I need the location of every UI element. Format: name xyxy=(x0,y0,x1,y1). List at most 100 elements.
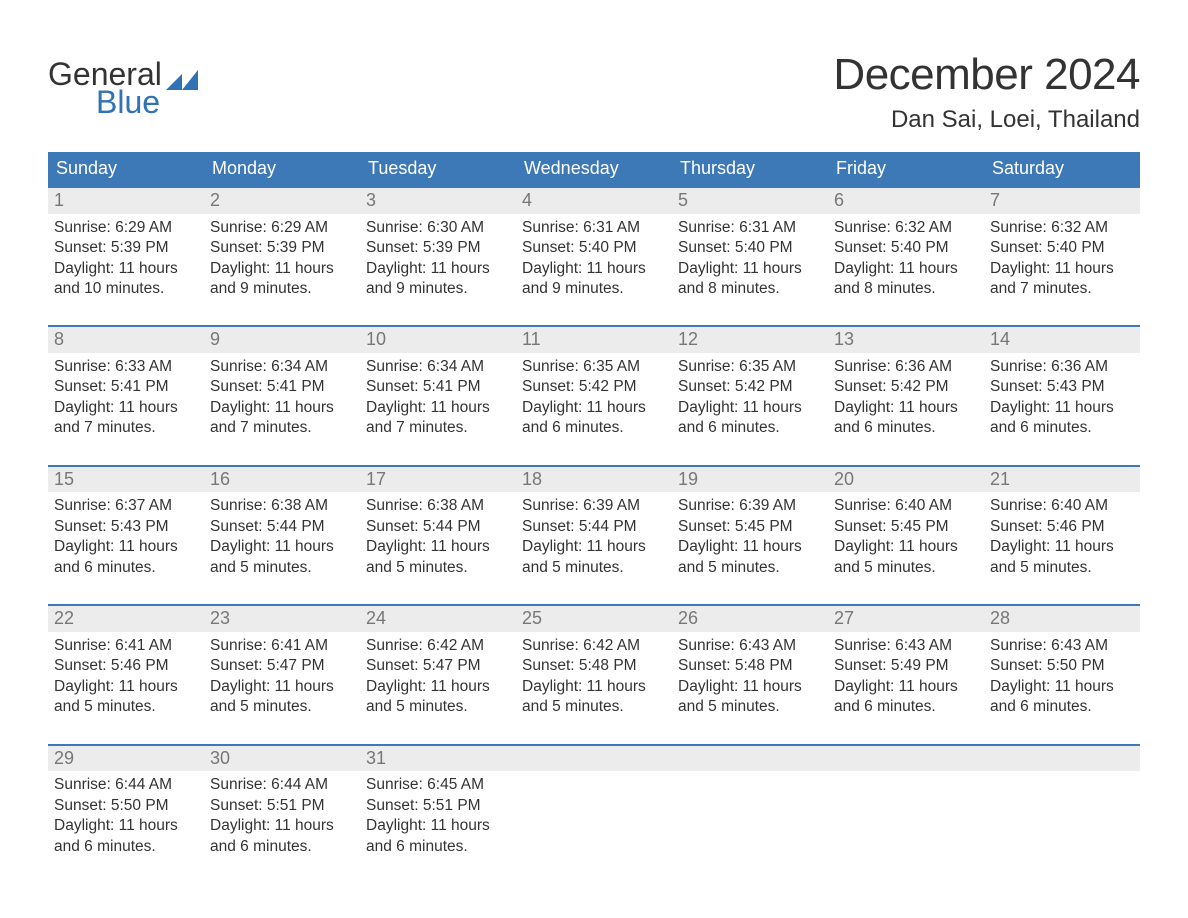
day-details: Sunrise: 6:43 AMSunset: 5:49 PMDaylight:… xyxy=(828,632,984,722)
sunset-text: Sunset: 5:42 PM xyxy=(678,377,822,397)
day-details: Sunrise: 6:35 AMSunset: 5:42 PMDaylight:… xyxy=(516,353,672,443)
calendar-day-cell: 11Sunrise: 6:35 AMSunset: 5:42 PMDayligh… xyxy=(516,327,672,442)
sunrise-text: Sunrise: 6:45 AM xyxy=(366,775,510,795)
day-details: Sunrise: 6:35 AMSunset: 5:42 PMDaylight:… xyxy=(672,353,828,443)
daylight-text-1: Daylight: 11 hours xyxy=(210,259,354,279)
sunset-text: Sunset: 5:43 PM xyxy=(54,517,198,537)
daylight-text-2: and 6 minutes. xyxy=(210,837,354,857)
day-number: 8 xyxy=(48,327,204,353)
calendar-week-row: 8Sunrise: 6:33 AMSunset: 5:41 PMDaylight… xyxy=(48,325,1140,442)
calendar-week-row: 22Sunrise: 6:41 AMSunset: 5:46 PMDayligh… xyxy=(48,604,1140,721)
calendar-day-cell: 20Sunrise: 6:40 AMSunset: 5:45 PMDayligh… xyxy=(828,467,984,582)
daylight-text-1: Daylight: 11 hours xyxy=(54,537,198,557)
location-subtitle: Dan Sai, Loei, Thailand xyxy=(833,106,1140,134)
page-title: December 2024 xyxy=(833,50,1140,100)
weekday-header-cell: Saturday xyxy=(984,152,1140,186)
sunset-text: Sunset: 5:39 PM xyxy=(366,238,510,258)
calendar-day-cell: 15Sunrise: 6:37 AMSunset: 5:43 PMDayligh… xyxy=(48,467,204,582)
calendar-day-cell: 1Sunrise: 6:29 AMSunset: 5:39 PMDaylight… xyxy=(48,188,204,303)
sunset-text: Sunset: 5:45 PM xyxy=(678,517,822,537)
day-number: 2 xyxy=(204,188,360,214)
daylight-text-2: and 6 minutes. xyxy=(834,418,978,438)
daylight-text-1: Daylight: 11 hours xyxy=(990,537,1134,557)
sunset-text: Sunset: 5:41 PM xyxy=(54,377,198,397)
day-details: Sunrise: 6:34 AMSunset: 5:41 PMDaylight:… xyxy=(360,353,516,443)
sunrise-text: Sunrise: 6:30 AM xyxy=(366,218,510,238)
day-details: Sunrise: 6:33 AMSunset: 5:41 PMDaylight:… xyxy=(48,353,204,443)
daylight-text-1: Daylight: 11 hours xyxy=(678,677,822,697)
calendar-day-cell: 19Sunrise: 6:39 AMSunset: 5:45 PMDayligh… xyxy=(672,467,828,582)
day-number: 27 xyxy=(828,606,984,632)
sunset-text: Sunset: 5:46 PM xyxy=(990,517,1134,537)
daylight-text-2: and 8 minutes. xyxy=(678,279,822,299)
calendar-day-cell: 18Sunrise: 6:39 AMSunset: 5:44 PMDayligh… xyxy=(516,467,672,582)
daylight-text-1: Daylight: 11 hours xyxy=(834,398,978,418)
day-details: Sunrise: 6:42 AMSunset: 5:48 PMDaylight:… xyxy=(516,632,672,722)
daylight-text-1: Daylight: 11 hours xyxy=(522,398,666,418)
day-number xyxy=(672,746,828,772)
daylight-text-2: and 5 minutes. xyxy=(54,697,198,717)
daylight-text-2: and 5 minutes. xyxy=(522,697,666,717)
calendar-day-cell: 30Sunrise: 6:44 AMSunset: 5:51 PMDayligh… xyxy=(204,746,360,861)
day-details: Sunrise: 6:34 AMSunset: 5:41 PMDaylight:… xyxy=(204,353,360,443)
brand-logo: General Blue xyxy=(48,50,198,118)
day-details: Sunrise: 6:43 AMSunset: 5:50 PMDaylight:… xyxy=(984,632,1140,722)
day-details: Sunrise: 6:37 AMSunset: 5:43 PMDaylight:… xyxy=(48,492,204,582)
day-details: Sunrise: 6:41 AMSunset: 5:47 PMDaylight:… xyxy=(204,632,360,722)
sunrise-text: Sunrise: 6:40 AM xyxy=(990,496,1134,516)
daylight-text-2: and 5 minutes. xyxy=(990,558,1134,578)
sunrise-text: Sunrise: 6:42 AM xyxy=(366,636,510,656)
calendar-week-row: 15Sunrise: 6:37 AMSunset: 5:43 PMDayligh… xyxy=(48,465,1140,582)
sunrise-text: Sunrise: 6:37 AM xyxy=(54,496,198,516)
day-number: 7 xyxy=(984,188,1140,214)
daylight-text-1: Daylight: 11 hours xyxy=(522,677,666,697)
day-details: Sunrise: 6:45 AMSunset: 5:51 PMDaylight:… xyxy=(360,771,516,861)
day-number: 17 xyxy=(360,467,516,493)
calendar-day-cell: 25Sunrise: 6:42 AMSunset: 5:48 PMDayligh… xyxy=(516,606,672,721)
calendar-day-empty xyxy=(984,746,1140,861)
calendar-day-cell: 31Sunrise: 6:45 AMSunset: 5:51 PMDayligh… xyxy=(360,746,516,861)
day-details: Sunrise: 6:44 AMSunset: 5:50 PMDaylight:… xyxy=(48,771,204,861)
calendar-day-cell: 23Sunrise: 6:41 AMSunset: 5:47 PMDayligh… xyxy=(204,606,360,721)
daylight-text-2: and 6 minutes. xyxy=(834,697,978,717)
daylight-text-2: and 7 minutes. xyxy=(54,418,198,438)
sunrise-text: Sunrise: 6:44 AM xyxy=(54,775,198,795)
day-details: Sunrise: 6:40 AMSunset: 5:45 PMDaylight:… xyxy=(828,492,984,582)
day-number: 15 xyxy=(48,467,204,493)
sunrise-text: Sunrise: 6:38 AM xyxy=(210,496,354,516)
sunrise-text: Sunrise: 6:31 AM xyxy=(522,218,666,238)
day-number: 20 xyxy=(828,467,984,493)
daylight-text-1: Daylight: 11 hours xyxy=(522,259,666,279)
sunrise-text: Sunrise: 6:43 AM xyxy=(678,636,822,656)
weekday-header-row: SundayMondayTuesdayWednesdayThursdayFrid… xyxy=(48,152,1140,186)
day-number: 9 xyxy=(204,327,360,353)
daylight-text-1: Daylight: 11 hours xyxy=(54,677,198,697)
calendar-day-empty xyxy=(516,746,672,861)
day-number: 1 xyxy=(48,188,204,214)
day-details: Sunrise: 6:44 AMSunset: 5:51 PMDaylight:… xyxy=(204,771,360,861)
daylight-text-2: and 6 minutes. xyxy=(990,418,1134,438)
day-number xyxy=(516,746,672,772)
day-number: 19 xyxy=(672,467,828,493)
sunset-text: Sunset: 5:41 PM xyxy=(366,377,510,397)
calendar-day-cell: 14Sunrise: 6:36 AMSunset: 5:43 PMDayligh… xyxy=(984,327,1140,442)
daylight-text-2: and 5 minutes. xyxy=(678,697,822,717)
daylight-text-2: and 6 minutes. xyxy=(54,837,198,857)
daylight-text-1: Daylight: 11 hours xyxy=(834,259,978,279)
daylight-text-2: and 6 minutes. xyxy=(366,837,510,857)
weekday-header-cell: Tuesday xyxy=(360,152,516,186)
day-details: Sunrise: 6:30 AMSunset: 5:39 PMDaylight:… xyxy=(360,214,516,304)
daylight-text-1: Daylight: 11 hours xyxy=(990,259,1134,279)
calendar-day-cell: 2Sunrise: 6:29 AMSunset: 5:39 PMDaylight… xyxy=(204,188,360,303)
daylight-text-2: and 5 minutes. xyxy=(522,558,666,578)
sunset-text: Sunset: 5:51 PM xyxy=(366,796,510,816)
day-number: 30 xyxy=(204,746,360,772)
weekday-header-cell: Monday xyxy=(204,152,360,186)
day-number: 23 xyxy=(204,606,360,632)
sunset-text: Sunset: 5:42 PM xyxy=(834,377,978,397)
sunrise-text: Sunrise: 6:39 AM xyxy=(678,496,822,516)
calendar-day-cell: 9Sunrise: 6:34 AMSunset: 5:41 PMDaylight… xyxy=(204,327,360,442)
day-number: 6 xyxy=(828,188,984,214)
sunset-text: Sunset: 5:40 PM xyxy=(990,238,1134,258)
day-number: 5 xyxy=(672,188,828,214)
